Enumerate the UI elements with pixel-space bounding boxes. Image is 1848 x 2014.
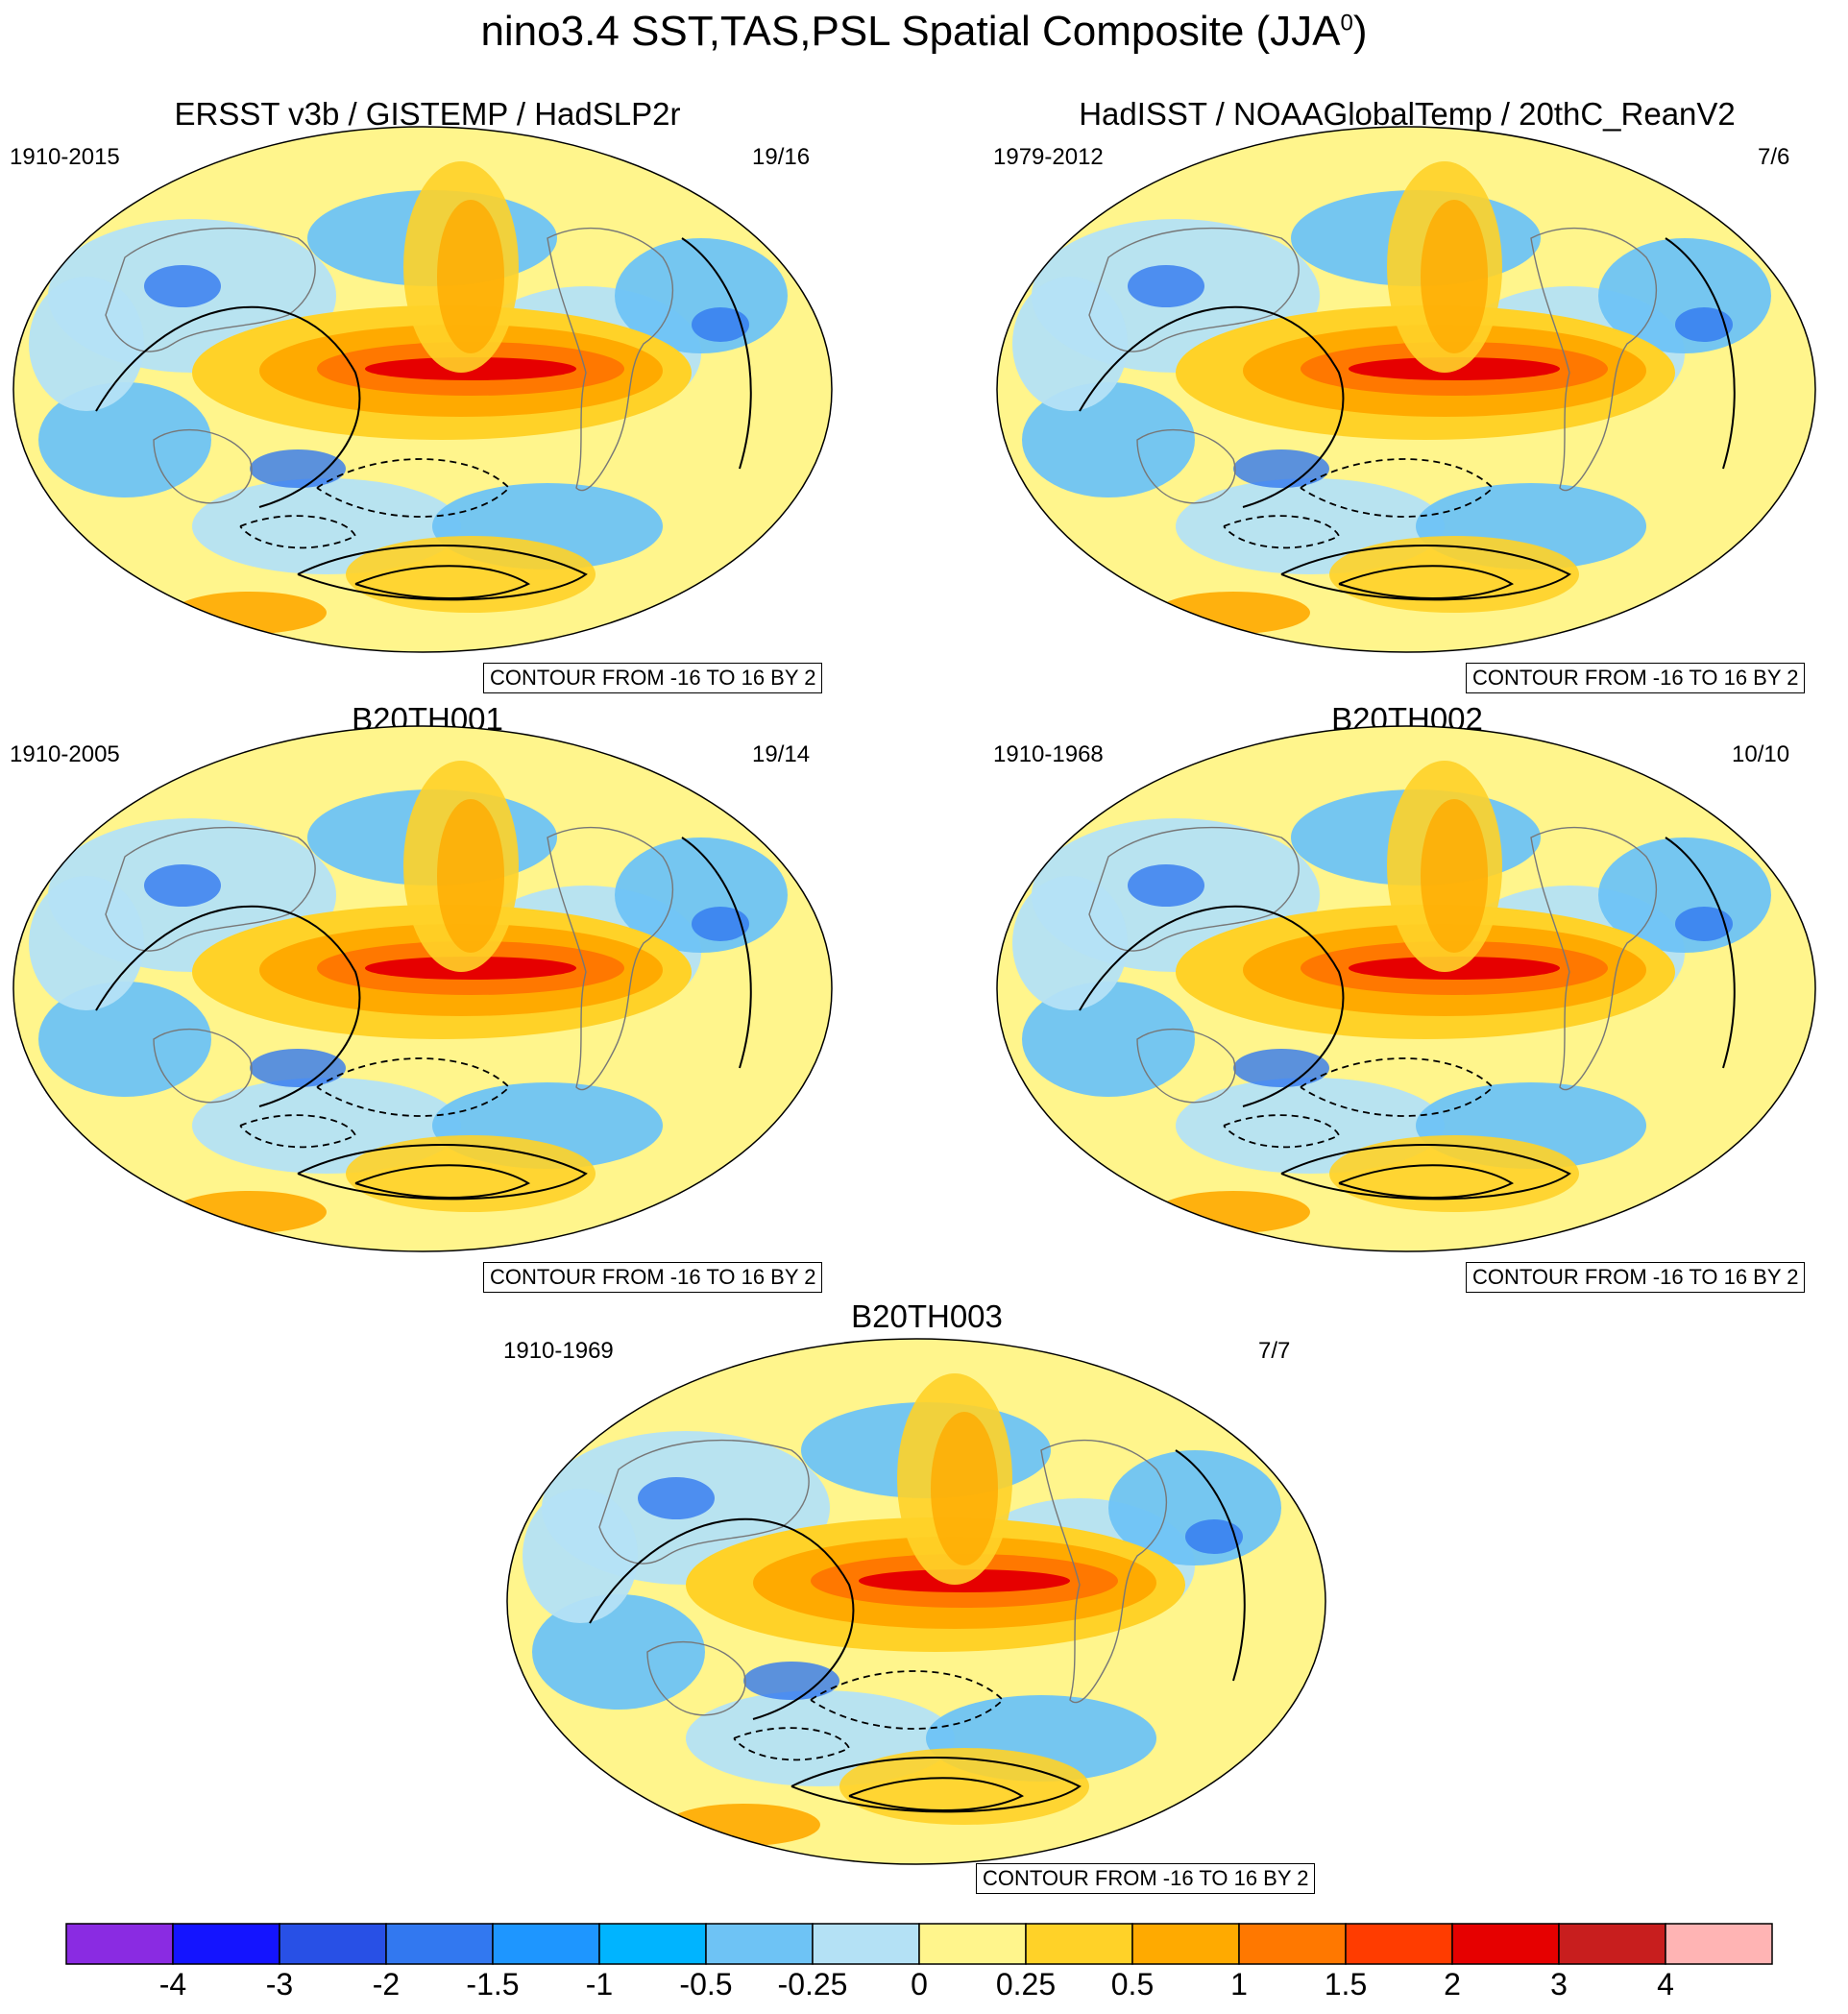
panel-3-count: 19/14 [752, 741, 811, 767]
colorbar-swatch [1665, 1923, 1773, 1965]
panel-4-period: 1910-1968 [993, 741, 1104, 767]
colorbar-swatch [918, 1923, 1027, 1965]
panel-3-period: 1910-2005 [10, 741, 120, 767]
figure-title-superscript: 0 [1340, 10, 1353, 36]
colorbar-tick-label: 1.5 [1324, 1967, 1368, 2002]
colorbar-tick-label: 2 [1444, 1967, 1461, 2002]
colorbar-tick-label: 3 [1550, 1967, 1568, 2002]
colorbar-tick-label: -1 [585, 1967, 614, 2002]
panel-5-contour-note: CONTOUR FROM -16 TO 16 BY 2 [976, 1863, 1316, 1894]
panel-5-title: B20TH003 [851, 1298, 1003, 1334]
colorbar [65, 1923, 1773, 1970]
colorbar-swatch [1131, 1923, 1240, 1965]
colorbar-tick-label: 4 [1657, 1967, 1674, 2002]
colorbar-tick-label: -2 [372, 1967, 401, 2002]
colorbar-tick-label: 0.25 [995, 1967, 1057, 2002]
colorbar-swatch [812, 1923, 920, 1965]
panel-5-period: 1910-1969 [503, 1338, 614, 1364]
panel-4-contour-note: CONTOUR FROM -16 TO 16 BY 2 [1466, 1262, 1806, 1293]
colorbar-swatch [1025, 1923, 1133, 1965]
panel-3-contour-note: CONTOUR FROM -16 TO 16 BY 2 [483, 1262, 823, 1293]
colorbar-swatch [1451, 1923, 1560, 1965]
colorbar-swatch [172, 1923, 280, 1965]
colorbar-tick-label: -4 [158, 1967, 187, 2002]
colorbar-tick-label: -0.25 [777, 1967, 848, 2002]
colorbar-swatch [492, 1923, 600, 1965]
colorbar-tick-label: 0 [911, 1967, 928, 2002]
colorbar-swatch [705, 1923, 814, 1965]
panel-5-count: 7/7 [1258, 1338, 1291, 1364]
colorbar-tick-label: -0.5 [679, 1967, 733, 2002]
panel-2-period: 1979-2012 [993, 144, 1104, 170]
colorbar-swatch [279, 1923, 387, 1965]
panel-2-count: 7/6 [1758, 144, 1790, 170]
colorbar-swatch [1238, 1923, 1347, 1965]
colorbar-tick-label: -3 [265, 1967, 294, 2002]
panel-4-count: 10/10 [1732, 741, 1790, 767]
figure-title-text: nino3.4 SST,TAS,PSL Spatial Composite (J… [480, 8, 1341, 55]
panel-1-title: ERSST v3b / GISTEMP / HadSLP2r [174, 96, 681, 132]
panel-1-period: 1910-2015 [10, 144, 120, 170]
panel-1-map [10, 123, 836, 656]
colorbar-swatch [598, 1923, 707, 1965]
panel-5-map [503, 1335, 1329, 1868]
panel-1-contour-note: CONTOUR FROM -16 TO 16 BY 2 [483, 663, 823, 693]
figure-title: nino3.4 SST,TAS,PSL Spatial Composite (J… [0, 8, 1848, 56]
colorbar-swatch [1345, 1923, 1453, 1965]
figure-title-close: ) [1352, 8, 1368, 55]
panel-4-map [993, 722, 1819, 1255]
panel-2-contour-note: CONTOUR FROM -16 TO 16 BY 2 [1466, 663, 1806, 693]
panel-1-count: 19/16 [752, 144, 811, 170]
colorbar-swatch [385, 1923, 494, 1965]
colorbar-tick-label: 1 [1230, 1967, 1248, 2002]
panel-3-map [10, 722, 836, 1255]
colorbar-tick-label: -1.5 [466, 1967, 520, 2002]
panel-2-title: HadISST / NOAAGlobalTemp / 20thC_ReanV2 [1079, 96, 1736, 132]
colorbar-tick-label: 0.5 [1110, 1967, 1155, 2002]
colorbar-swatch [1558, 1923, 1666, 1965]
colorbar-swatch [65, 1923, 174, 1965]
panel-2-map [993, 123, 1819, 656]
